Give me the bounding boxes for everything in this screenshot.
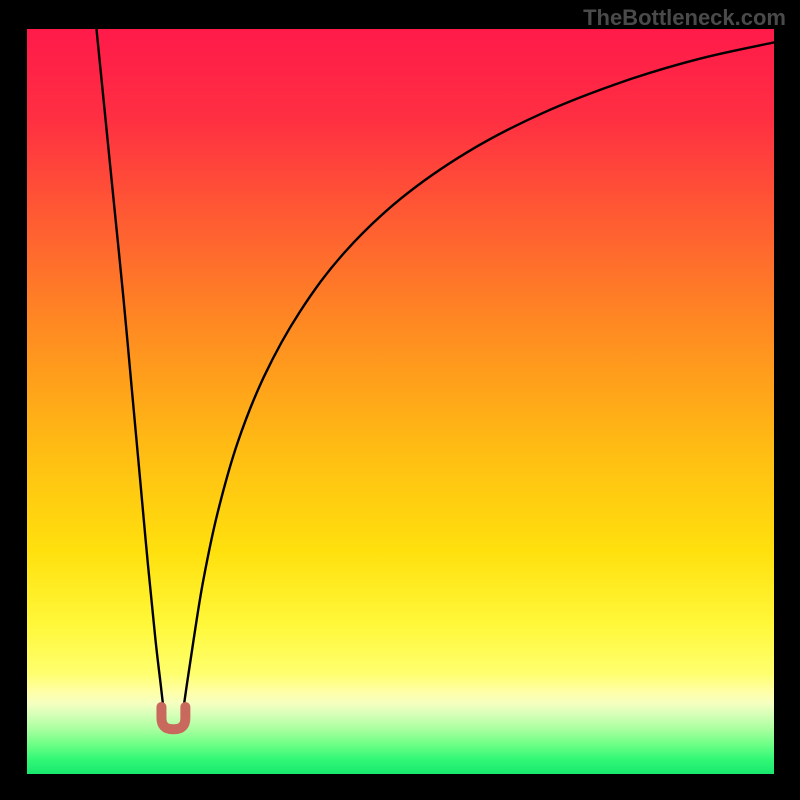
watermark-text: TheBottleneck.com xyxy=(583,5,786,31)
plot-area xyxy=(27,29,774,774)
chart-container: TheBottleneck.com xyxy=(0,0,800,800)
chart-svg xyxy=(27,29,774,774)
